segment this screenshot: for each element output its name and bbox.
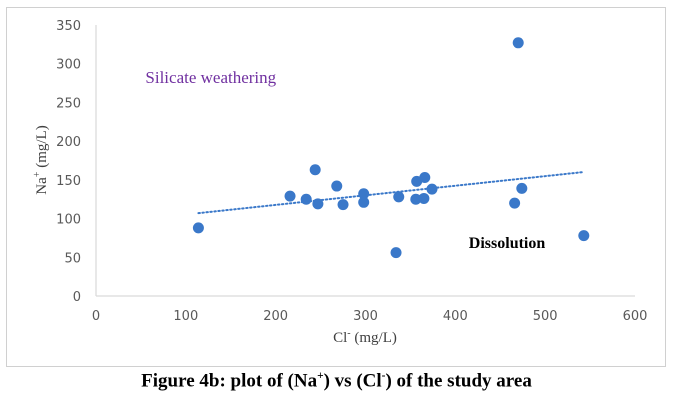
data-point <box>337 199 349 211</box>
data-point <box>419 172 431 184</box>
y-axis-title: Na+ (mg/L) <box>32 125 50 194</box>
annotation-silicate-weathering: Silicate weathering <box>145 68 276 87</box>
y-tick-label: 150 <box>56 174 81 189</box>
y-tick-label: 350 <box>56 19 81 34</box>
data-point <box>300 193 312 205</box>
y-tick-label: 100 <box>56 213 81 228</box>
trendline <box>197 171 584 215</box>
scatter-chart: 0 100 200 300 400 500 600 0 50 100 150 200 250 300 350… <box>32 19 648 346</box>
data-point <box>509 197 521 209</box>
y-tick-label: 50 <box>64 251 81 266</box>
figure-caption: Figure 4b: plot of (Na+) vs (Cl-) of the… <box>141 370 532 392</box>
x-tick-label: 600 <box>623 309 648 324</box>
data-point <box>390 247 402 259</box>
x-tick-label: 0 <box>92 309 100 324</box>
data-point <box>309 164 321 176</box>
x-tick-label: 300 <box>353 309 378 324</box>
data-point <box>410 193 422 205</box>
data-point <box>516 182 528 194</box>
x-axis-title: Cl- (mg/L) <box>333 328 397 346</box>
x-tick-label: 100 <box>173 309 198 324</box>
data-point <box>192 222 204 234</box>
y-tick-label: 250 <box>56 96 81 111</box>
data-point <box>393 191 405 203</box>
data-point <box>512 37 524 49</box>
y-tick-label: 300 <box>56 58 81 73</box>
annotation-dissolution: Dissolution <box>469 235 546 252</box>
x-tick-label: 500 <box>533 309 558 324</box>
data-point <box>578 230 590 242</box>
data-point <box>312 198 324 210</box>
x-tick-label: 400 <box>443 309 468 324</box>
data-point <box>331 180 343 192</box>
data-point <box>358 188 370 200</box>
data-point <box>426 183 438 195</box>
y-tick-label: 0 <box>73 290 81 305</box>
x-tick-label: 200 <box>263 309 288 324</box>
data-point <box>284 190 296 202</box>
y-tick-label: 200 <box>56 135 81 150</box>
data-point <box>418 192 430 204</box>
data-point <box>358 196 370 208</box>
